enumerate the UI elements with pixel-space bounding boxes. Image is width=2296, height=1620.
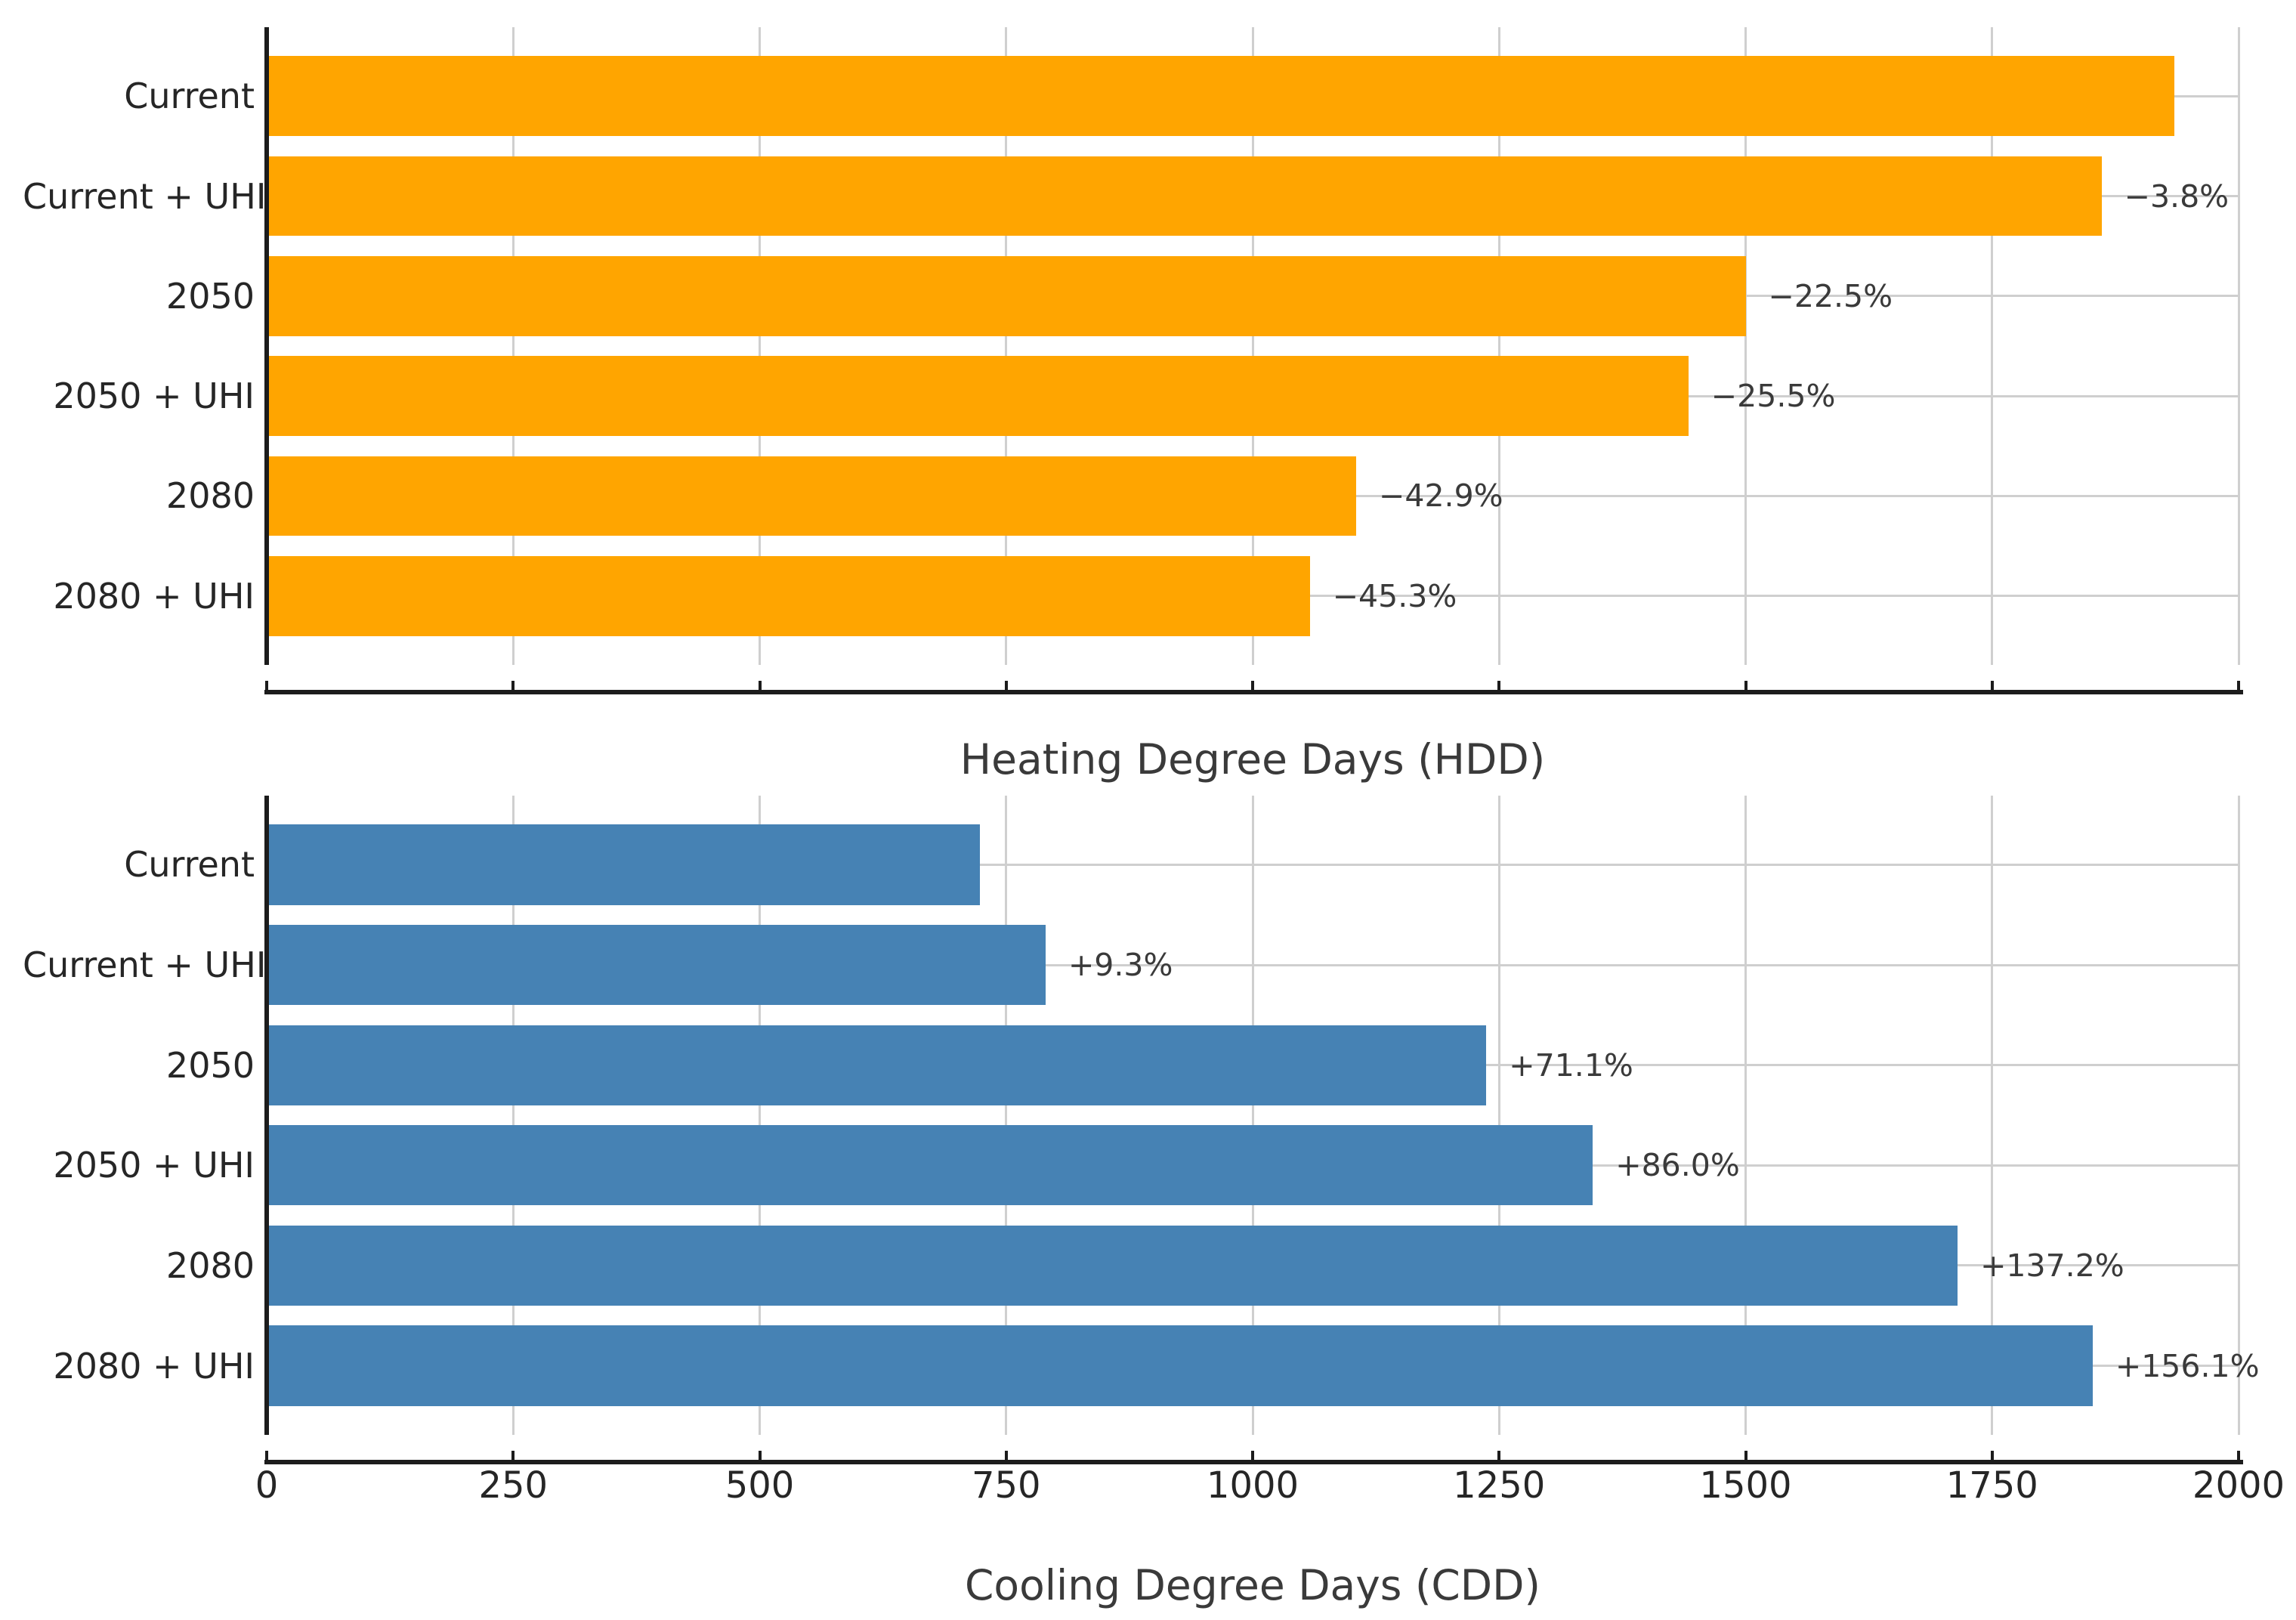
cdd-bar-current-uhi bbox=[267, 925, 1046, 1006]
cdd-x-tick-label-0: 0 bbox=[255, 1464, 279, 1507]
cdd-x-tick-500 bbox=[758, 1451, 762, 1460]
grid-line-vertical-1750 bbox=[1991, 27, 1994, 665]
grid-line-vertical-1000 bbox=[1251, 27, 1254, 665]
cdd-x-tick-label-1000: 1000 bbox=[1206, 1464, 1299, 1507]
grid-line-vertical-2000 bbox=[2237, 27, 2240, 665]
cdd-x-tick-1250 bbox=[1497, 1451, 1501, 1460]
cdd-y-axis-spine bbox=[264, 796, 269, 1435]
hdd-pct-label-current-uhi: −3.8% bbox=[2124, 178, 2230, 215]
grid-line-vertical-1500 bbox=[1744, 796, 1747, 1435]
cdd-x-tick-1500 bbox=[1744, 1451, 1747, 1460]
cdd-pct-label-2050: +71.1% bbox=[1509, 1047, 1633, 1084]
hdd-category-label-2050-uhi: 2050 + UHI bbox=[53, 376, 255, 417]
hdd-pct-label-2080-uhi: −45.3% bbox=[1332, 577, 1457, 614]
cdd-x-tick-750 bbox=[1004, 1451, 1008, 1460]
hdd-pct-label-2050: −22.5% bbox=[1768, 277, 1893, 314]
hdd-bar-2050 bbox=[267, 255, 1746, 336]
grid-line-vertical-1250 bbox=[1497, 27, 1500, 665]
hdd-bar-2080 bbox=[267, 456, 1357, 536]
hdd-category-label-current-uhi: Current + UHI bbox=[23, 175, 267, 217]
cdd-x-axis-spine bbox=[264, 1460, 2243, 1464]
grid-line-vertical-500 bbox=[759, 796, 761, 1435]
grid-line-vertical-1000 bbox=[1251, 796, 1254, 1435]
cdd-bar-2050 bbox=[267, 1025, 1487, 1105]
cdd-bar-2080-uhi bbox=[267, 1325, 2093, 1406]
cdd-category-label-current-uhi: Current + UHI bbox=[23, 944, 267, 986]
grid-line-vertical-2000 bbox=[2237, 796, 2240, 1435]
cdd-x-tick-label-750: 750 bbox=[971, 1464, 1041, 1507]
cdd-pct-label-2080: +137.2% bbox=[1980, 1247, 2124, 1284]
hdd-bar-2080-uhi bbox=[267, 555, 1310, 636]
grid-line-vertical-1500 bbox=[1744, 27, 1747, 665]
hdd-category-label-2050: 2050 bbox=[165, 275, 255, 317]
cdd-bar-2080 bbox=[267, 1225, 1958, 1306]
grid-line-vertical-500 bbox=[759, 27, 761, 665]
hdd-bar-current bbox=[267, 56, 2175, 137]
cdd-x-tick-label-500: 500 bbox=[725, 1464, 795, 1507]
hdd-axis-title: Heating Degree Days (HDD) bbox=[959, 735, 1546, 784]
cdd-x-tick-label-250: 250 bbox=[478, 1464, 549, 1507]
grid-line-vertical-1250 bbox=[1497, 796, 1500, 1435]
hdd-y-axis-spine bbox=[264, 27, 269, 665]
cdd-x-tick-label-2000: 2000 bbox=[2192, 1464, 2285, 1507]
cdd-category-label-2050: 2050 bbox=[165, 1044, 255, 1086]
hdd-x-tick-750 bbox=[1004, 681, 1008, 690]
cdd-category-label-2050-uhi: 2050 + UHI bbox=[53, 1145, 255, 1186]
cdd-category-label-current: Current bbox=[124, 844, 255, 886]
hdd-x-tick-1500 bbox=[1744, 681, 1747, 690]
grid-line-vertical-750 bbox=[1005, 27, 1008, 665]
grid-line-vertical-1750 bbox=[1991, 796, 1994, 1435]
cdd-x-tick-label-1250: 1250 bbox=[1453, 1464, 1546, 1507]
hdd-x-tick-2000 bbox=[2237, 681, 2240, 690]
cdd-x-tick-1750 bbox=[1990, 1451, 1994, 1460]
grid-line-horizontal-current-uhi bbox=[267, 963, 2239, 966]
hdd-bar-current-uhi bbox=[267, 156, 2102, 237]
cdd-x-tick-250 bbox=[511, 1451, 515, 1460]
cdd-x-tick-label-1750: 1750 bbox=[1945, 1464, 2038, 1507]
cdd-pct-label-2080-uhi: +156.1% bbox=[2115, 1347, 2260, 1384]
hdd-category-label-current: Current bbox=[124, 76, 255, 117]
cdd-category-label-2080-uhi: 2080 + UHI bbox=[53, 1345, 255, 1387]
cdd-bar-current bbox=[267, 824, 980, 905]
grid-line-horizontal-current bbox=[267, 863, 2239, 866]
cdd-bar-2050-uhi bbox=[267, 1125, 1593, 1206]
cdd-axis-title: Cooling Degree Days (CDD) bbox=[965, 1561, 1540, 1609]
hdd-x-tick-1250 bbox=[1497, 681, 1501, 690]
hdd-category-label-2080: 2080 bbox=[165, 475, 255, 517]
hdd-x-tick-500 bbox=[758, 681, 762, 690]
hdd-category-label-2080-uhi: 2080 + UHI bbox=[53, 575, 255, 617]
cdd-pct-label-current-uhi: +9.3% bbox=[1068, 947, 1173, 984]
hdd-pct-label-2050-uhi: −25.5% bbox=[1710, 378, 1836, 415]
grid-line-vertical-250 bbox=[511, 796, 515, 1435]
cdd-x-tick-label-1500: 1500 bbox=[1699, 1464, 1792, 1507]
cdd-x-tick-2000 bbox=[2237, 1451, 2240, 1460]
hdd-pct-label-2080: −42.9% bbox=[1379, 478, 1503, 515]
cdd-pct-label-2050-uhi: +86.0% bbox=[1615, 1147, 1740, 1184]
hdd-x-tick-1000 bbox=[1251, 681, 1254, 690]
hdd-x-tick-0 bbox=[265, 681, 268, 690]
hdd-x-tick-1750 bbox=[1990, 681, 1994, 690]
hdd-x-axis-spine bbox=[264, 690, 2243, 694]
grid-line-vertical-750 bbox=[1005, 796, 1008, 1435]
cdd-x-tick-1000 bbox=[1251, 1451, 1254, 1460]
cdd-x-tick-0 bbox=[265, 1451, 268, 1460]
grid-line-vertical-250 bbox=[511, 27, 515, 665]
hdd-bar-2050-uhi bbox=[267, 356, 1689, 437]
cdd-category-label-2080: 2080 bbox=[165, 1244, 255, 1286]
hdd-x-tick-250 bbox=[511, 681, 515, 690]
